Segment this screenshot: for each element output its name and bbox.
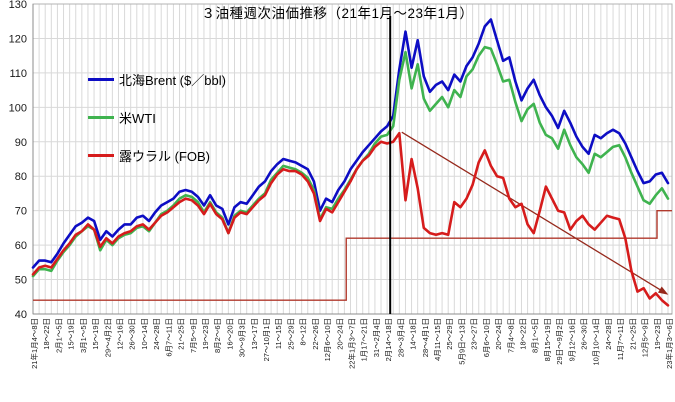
y-tick-label: 110 (9, 68, 27, 80)
urals-line (31, 131, 670, 307)
x-tick-label: 29日～9月2日 (555, 318, 564, 365)
legend-line-sample (88, 153, 114, 157)
y-tick-label: 120 (9, 33, 27, 45)
legend-label: 北海Brent ($／bbl) (119, 72, 226, 88)
y-tick-label: 100 (9, 102, 27, 114)
gridlines (32, 3, 672, 315)
x-tick-label: 22年1月3～7日 (347, 318, 357, 369)
x-tick-label: 26～30日 (128, 318, 137, 350)
x-tick-label: 18～22日 (518, 318, 527, 350)
x-tick-label: 21年1月4～8日 (29, 318, 39, 369)
x-tick-label: 31～2月4日 (372, 318, 381, 357)
x-tick-label: 2月1～5日 (54, 318, 63, 353)
x-tick-label: 1月17～21日 (360, 318, 369, 361)
x-tick-label: 21～25日 (177, 318, 186, 350)
y-tick-label: 60 (15, 240, 27, 252)
x-tick-label: 21～25日 (628, 318, 637, 350)
x-tick-label: 8月2～6日 (213, 318, 222, 353)
legend-line-sample (88, 77, 114, 81)
legend-item-wti: 米WTI (88, 109, 156, 126)
x-tick-label: 24～28日 (152, 318, 161, 350)
x-tick-label: 30～9月3日 (238, 318, 247, 357)
x-tick-label: 25～29日 (286, 318, 295, 350)
x-tick-label: 6月6～10日 (482, 318, 491, 357)
x-tick-label: 9月12～16日 (567, 318, 576, 361)
x-tick-label: 12～16日 (115, 318, 124, 350)
downtrend-arrowhead (657, 286, 669, 295)
y-tick-label: 130 (9, 0, 27, 11)
x-tick-label: 12月5～9日 (641, 318, 650, 357)
x-tick-label: 28～4月1日 (421, 318, 430, 357)
x-tick-label: 18～22日 (42, 318, 51, 350)
y-tick-label: 90 (15, 137, 27, 149)
x-tick-label: 27～10月1日 (262, 318, 271, 361)
x-tick-label: 4月11～15日 (433, 318, 442, 361)
legend-line-sample (88, 115, 114, 119)
y-tick-label: 80 (15, 171, 27, 183)
x-tick-label: 26～30日 (580, 318, 589, 350)
x-tick-label: 10月10～14日 (592, 318, 601, 366)
y-tick-label: 50 (15, 275, 27, 287)
x-tick-label: 2月14～18日 (384, 318, 393, 361)
x-tick-label: 5月9日～13日 (457, 318, 466, 365)
y-axis-labels: 40 50 60 70 80 90 100 110 120 130 (9, 0, 27, 321)
x-tick-label: 11月7～11日 (616, 318, 625, 360)
legend-item-urals: 露ウラル (FOB) (88, 147, 210, 164)
brent-line (31, 18, 670, 269)
x-tick-label: 19～23日 (201, 318, 210, 350)
x-tick-label: 12月6～10日 (323, 318, 332, 361)
x-tick-label: 13～17日 (250, 318, 259, 350)
x-tick-label: 20～24日 (335, 318, 344, 350)
x-tick-label: 10～14日 (140, 318, 149, 350)
x-tick-label: 11～15日 (274, 318, 283, 349)
price-step-line (33, 209, 672, 301)
legend-label: 米WTI (119, 110, 156, 126)
x-tick-label: 16～20日 (225, 318, 234, 350)
x-tick-label: 14～18日 (409, 318, 418, 350)
x-tick-label: 3月1～5日 (79, 318, 88, 353)
x-axis-labels: 21年1月4～8日 18～22日 2月1～5日 15～19日 3月1～5日 15～19日 2… (29, 318, 674, 369)
legend-label: 露ウラル (FOB) (119, 148, 210, 164)
x-tick-label: 8月1～5日 (531, 318, 540, 353)
x-tick-label: 15～19日 (91, 318, 100, 350)
x-tick-label: 7月4～8日 (506, 318, 515, 353)
x-tick-label: 7月5～9日 (189, 318, 198, 353)
x-tick-label: 22～26日 (311, 318, 320, 350)
x-tick-label: 23～27日 (470, 318, 479, 350)
downtrend-line (401, 131, 666, 294)
legend-item-brent: 北海Brent ($／bbl) (88, 71, 226, 88)
chart-title: ３油種週次油価推移（21年1月～23年1月） (201, 6, 474, 21)
x-tick-label: 25～29日 (445, 318, 454, 350)
x-tick-label: 24～28日 (604, 318, 613, 350)
x-tick-label: 23年1月3～6日 (664, 318, 674, 369)
x-tick-label: 8月15～19日 (543, 318, 552, 361)
y-tick-label: 70 (15, 206, 27, 218)
x-tick-label: 29～4月2日 (103, 318, 112, 357)
y-tick-label: 40 (15, 309, 27, 321)
x-tick-label: 8～12日 (299, 318, 308, 346)
x-tick-label: 28～3月4日 (396, 318, 405, 357)
x-tick-label: 6月7～11日 (164, 318, 173, 357)
x-tick-label: 15～19日 (67, 318, 76, 350)
x-tick-label: 19～23日 (653, 318, 662, 350)
x-tick-label: 20～24日 (494, 318, 503, 350)
